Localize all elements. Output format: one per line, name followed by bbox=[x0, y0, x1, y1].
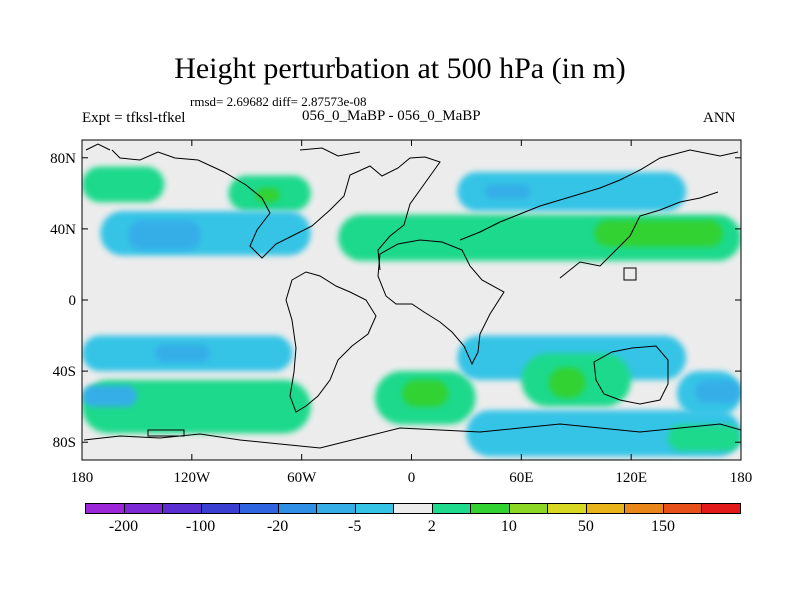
colorbar-box bbox=[470, 503, 510, 514]
colorbar-box bbox=[316, 503, 356, 514]
colorbar-box bbox=[393, 503, 433, 514]
field-indian-ocean-core bbox=[548, 367, 586, 398]
x-tick-label: 180 bbox=[730, 470, 753, 486]
colorbar-label: 10 bbox=[500, 518, 517, 535]
coastline-south-america bbox=[285, 271, 377, 413]
y-tick-label: 80N bbox=[50, 151, 76, 167]
page-title: Height perturbation at 500 hPa (in m) bbox=[174, 52, 626, 85]
coastline-small-island bbox=[147, 429, 185, 437]
coastline-small-island-2 bbox=[623, 267, 637, 281]
field-north-pacific-core bbox=[127, 220, 201, 251]
x-tick-label: 120W bbox=[173, 470, 211, 486]
colorbar-label: 50 bbox=[577, 518, 594, 535]
coastline-canada-arctic bbox=[85, 143, 361, 157]
field-south-pacific-core bbox=[155, 344, 211, 363]
colorbar-label: -5 bbox=[348, 518, 362, 535]
experiment-label: Expt = tfksl-tfkel bbox=[82, 110, 186, 126]
field-eurasia-north-core bbox=[484, 184, 531, 199]
field-arctic-positive-left bbox=[82, 166, 165, 203]
y-tick-label: 40S bbox=[53, 364, 76, 380]
coastline-antarctica bbox=[83, 423, 741, 449]
colorbar-box bbox=[701, 503, 741, 514]
field-south-atlantic-core bbox=[402, 380, 449, 407]
field-eurasia-north-negative bbox=[457, 172, 687, 212]
field-asia-core bbox=[594, 220, 723, 247]
coastline-australia bbox=[593, 345, 669, 405]
colorbar-label: -200 bbox=[108, 518, 139, 535]
season-label: ANN bbox=[703, 110, 736, 126]
colorbar-box bbox=[239, 503, 279, 514]
field-southern-core-west bbox=[82, 385, 137, 407]
colorbar-box bbox=[508, 503, 549, 514]
colorbar-box bbox=[200, 503, 241, 514]
x-tick-label: 120E bbox=[615, 470, 647, 486]
x-tick-label: 60E bbox=[509, 470, 533, 486]
y-tick-label: 40N bbox=[50, 222, 76, 238]
colorbar-box bbox=[354, 503, 395, 514]
field-north-atlantic-core bbox=[255, 188, 280, 203]
stats-label: rmsd= 2.69682 diff= 2.87573e-08 bbox=[190, 94, 367, 109]
case-label: 056_0_MaBP - 056_0_MaBP bbox=[302, 108, 481, 124]
colorbar-label: -20 bbox=[266, 518, 289, 535]
field-south-east-positive bbox=[667, 424, 741, 452]
coastline-eurasia bbox=[459, 149, 739, 279]
x-tick-label: 180 bbox=[71, 470, 94, 486]
field-southern-positive-west bbox=[82, 380, 311, 434]
y-tick-label: 80S bbox=[53, 435, 76, 451]
colorbar-box bbox=[585, 503, 626, 514]
colorbar-box bbox=[123, 503, 164, 514]
y-tick-label: 0 bbox=[69, 293, 77, 309]
colorbar-box bbox=[547, 503, 587, 514]
colorbar-box bbox=[162, 503, 202, 514]
coastlines bbox=[83, 143, 741, 449]
field-south-pacific-east-core bbox=[695, 380, 741, 404]
colorbar-label: -100 bbox=[185, 518, 216, 535]
colorbar-box bbox=[277, 503, 318, 514]
coastline-north-america bbox=[111, 149, 441, 271]
x-tick-label: 60W bbox=[287, 470, 317, 486]
x-tick-label: 0 bbox=[408, 470, 416, 486]
coastline-africa bbox=[377, 239, 505, 366]
colorbar-label: 2 bbox=[427, 518, 436, 535]
colorbar-box bbox=[662, 503, 703, 514]
colorbar-box bbox=[624, 503, 664, 514]
colorbar-label: 150 bbox=[650, 518, 675, 535]
colorbar-box bbox=[85, 503, 125, 514]
colorbar-box bbox=[431, 503, 472, 514]
